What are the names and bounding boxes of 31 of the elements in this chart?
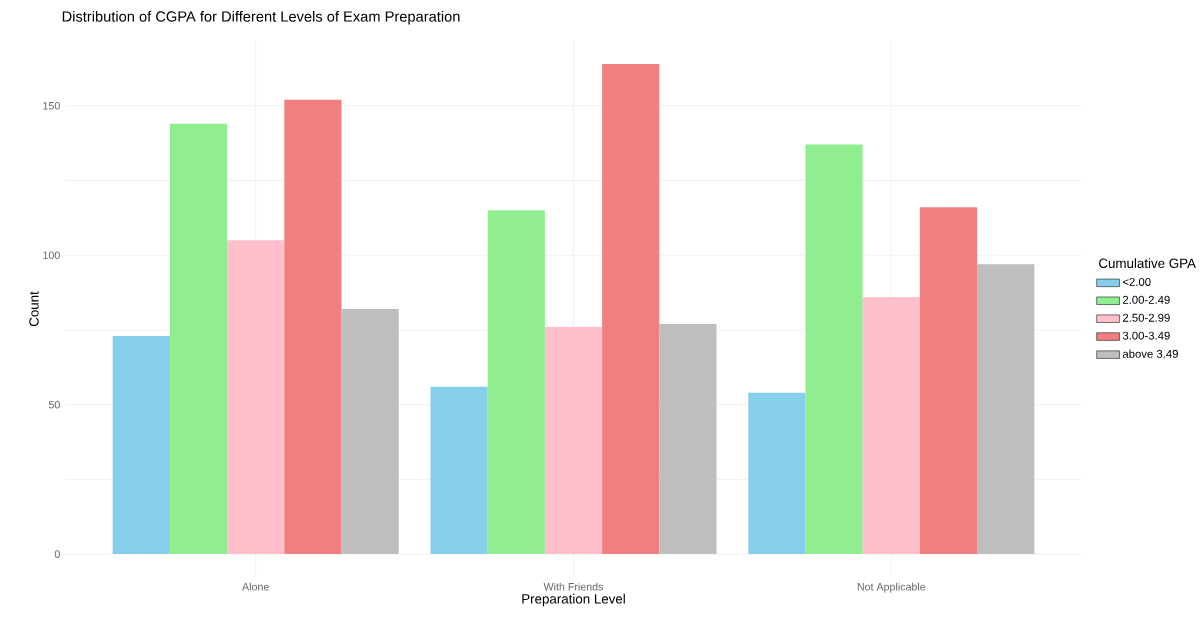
y-tick-label: 0 [54, 550, 60, 558]
y-tick-label: 100 [43, 251, 60, 259]
bar [748, 392, 806, 555]
legend-label: 2.50-2.99 [1122, 313, 1170, 322]
bar [602, 63, 660, 555]
bar [659, 323, 717, 555]
x-tick-label: Alone [242, 582, 269, 591]
bar [544, 326, 603, 555]
y-tick-label: 50 [48, 400, 60, 409]
bar [919, 207, 978, 555]
legend-title: Cumulative GPA [1099, 258, 1196, 269]
bar [487, 210, 545, 555]
y-tick-label: 150 [43, 101, 60, 110]
bar [862, 297, 920, 555]
legend-label: 2.00-2.49 [1122, 295, 1170, 304]
x-tick-label: Not Applicable [857, 582, 926, 593]
x-axis-title: Preparation Level [522, 593, 625, 607]
bar [430, 386, 488, 555]
chart-title: Distribution of CGPA for Different Levels of Exam Preparation [62, 10, 460, 25]
bar [284, 99, 342, 555]
y-axis-title: Count [29, 291, 39, 327]
bar [227, 240, 285, 555]
bar [977, 264, 1035, 555]
bar [169, 123, 228, 555]
bar [805, 144, 863, 555]
bar [112, 335, 170, 555]
bar [341, 308, 399, 555]
x-tick-label: With Friends [543, 582, 604, 591]
legend-label: <2.00 [1122, 277, 1151, 286]
legend-label: 3.00-3.49 [1122, 331, 1170, 340]
legend-label: above 3.49 [1122, 349, 1178, 358]
